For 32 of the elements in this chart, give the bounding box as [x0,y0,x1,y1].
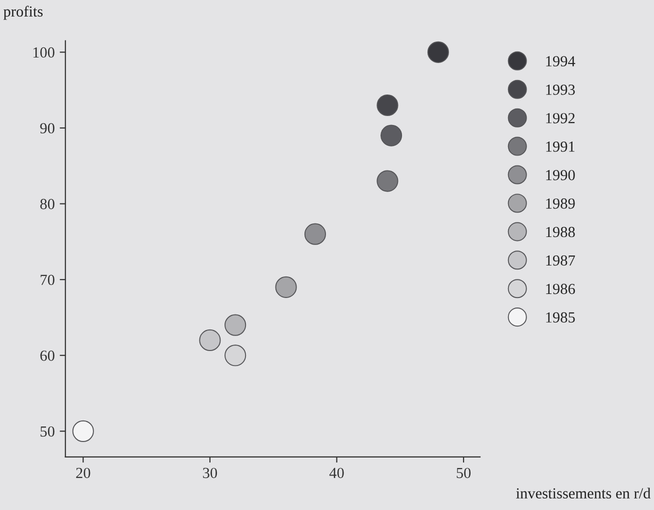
point [224,344,246,366]
y-tick-label: 80 [40,198,54,210]
y-tick-label: 90 [40,123,54,134]
point [427,41,449,63]
x-tick-label: 50 [456,468,471,478]
legend-label: 1989 [546,198,575,209]
point [304,223,326,245]
x-axis-title: investissements en r/d [516,488,651,499]
point [224,314,246,336]
point [72,420,94,442]
legend-label: 1993 [546,84,575,95]
point [199,329,221,352]
point [376,94,398,116]
y-tick-label: 100 [33,47,54,58]
y-axis-title: profits [4,6,43,20]
point [380,124,402,146]
legend-label: 1990 [546,170,575,180]
x-tick-label: 20 [76,468,90,478]
y-tick-label: 60 [40,350,54,361]
point [275,276,297,298]
y-tick-label: 70 [40,274,54,286]
x-tick-label: 40 [329,468,344,478]
legend-label: 1992 [546,113,575,124]
legend-label: 1987 [546,255,575,266]
legend-label: 1991 [546,142,574,152]
x-tick-label: 30 [203,468,218,478]
y-tick-label: 50 [40,426,54,437]
legend-label: 1985 [546,312,575,323]
legend-label: 1994 [546,56,576,66]
point [376,170,398,192]
legend-label: 1988 [546,226,575,238]
legend-label: 1986 [546,284,575,294]
